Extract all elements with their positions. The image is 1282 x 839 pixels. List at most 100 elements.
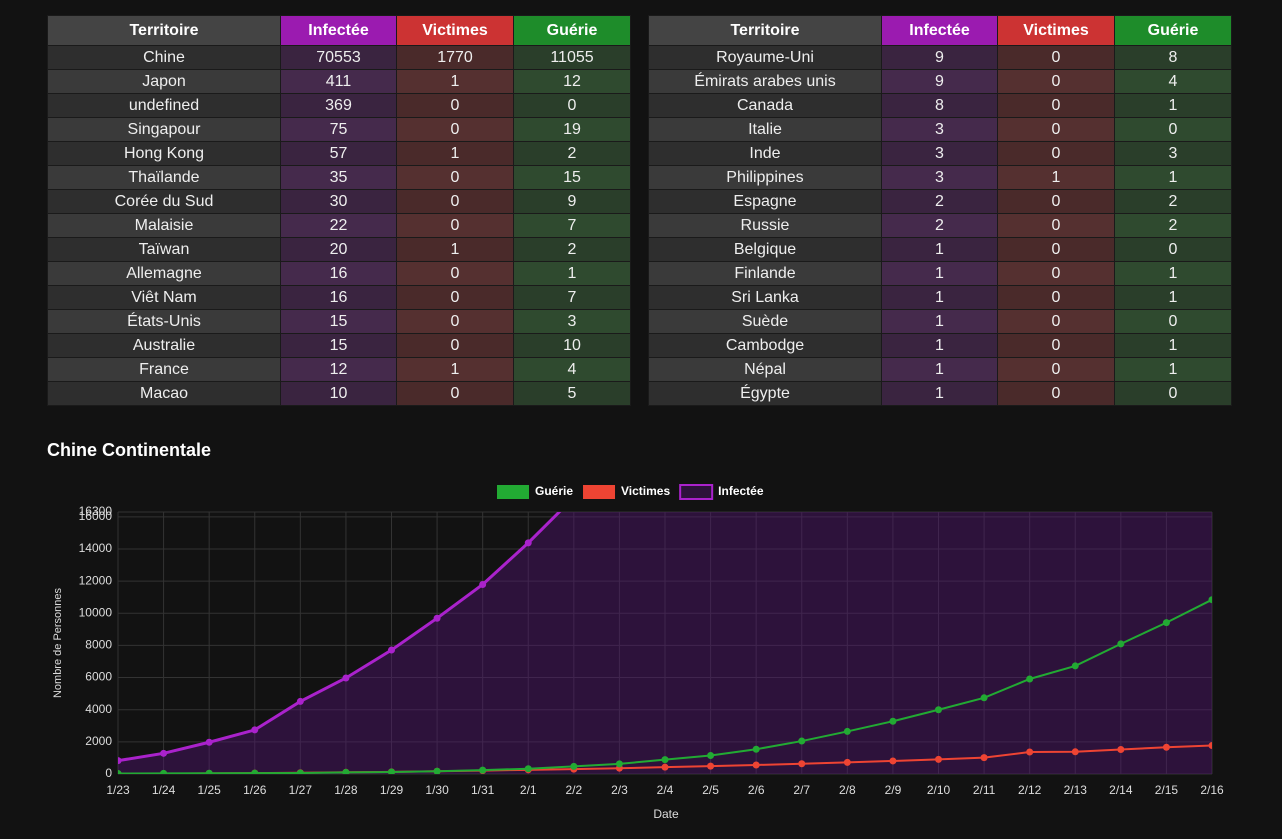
cell: 0 bbox=[396, 381, 514, 406]
cell: 20 bbox=[280, 237, 397, 262]
y-tick-label: 10000 bbox=[79, 605, 113, 619]
data-point bbox=[388, 768, 395, 774]
cell: Royaume-Uni bbox=[648, 45, 882, 70]
header-cell: Guérie bbox=[513, 15, 631, 46]
cell: 1770 bbox=[396, 45, 514, 70]
cell: 11055 bbox=[513, 45, 631, 70]
cell: 0 bbox=[997, 189, 1115, 214]
header-cell: Territoire bbox=[648, 15, 882, 46]
data-point bbox=[1071, 748, 1079, 756]
x-tick-label: 2/14 bbox=[1109, 783, 1133, 797]
cell: Égypte bbox=[648, 381, 882, 406]
x-tick-label: 1/23 bbox=[106, 783, 130, 797]
y-tick-label: 2000 bbox=[85, 734, 112, 748]
data-point bbox=[342, 674, 350, 682]
cell: États-Unis bbox=[47, 309, 281, 334]
data-point bbox=[752, 745, 760, 753]
cell: 0 bbox=[396, 93, 514, 118]
cell: 35 bbox=[280, 165, 397, 190]
cell: Sri Lanka bbox=[648, 285, 882, 310]
cell: Émirats arabes unis bbox=[648, 69, 882, 94]
data-point bbox=[1162, 743, 1170, 751]
cell: 1 bbox=[881, 333, 998, 358]
cell: 8 bbox=[881, 93, 998, 118]
y-tick-label: 6000 bbox=[85, 670, 112, 684]
data-point bbox=[251, 769, 259, 774]
x-tick-label: 2/11 bbox=[973, 783, 996, 797]
data-point bbox=[118, 769, 122, 774]
cell: 1 bbox=[396, 69, 514, 94]
x-tick-label: 1/29 bbox=[380, 783, 404, 797]
cell: 15 bbox=[513, 165, 631, 190]
cell: 4 bbox=[1114, 69, 1232, 94]
data-point bbox=[615, 760, 623, 768]
cell: 75 bbox=[280, 117, 397, 142]
data-point bbox=[1071, 662, 1079, 670]
x-tick-label: 2/9 bbox=[885, 783, 902, 797]
chart-title: Chine Continentale bbox=[47, 440, 211, 460]
cell: 5 bbox=[513, 381, 631, 406]
cell: 10 bbox=[513, 333, 631, 358]
header-cell: Victimes bbox=[997, 15, 1115, 46]
data-point bbox=[160, 769, 168, 774]
cell: 1 bbox=[881, 237, 998, 262]
data-point bbox=[433, 767, 441, 774]
cell: Espagne bbox=[648, 189, 882, 214]
x-tick-label: 2/12 bbox=[1018, 783, 1042, 797]
cell: 0 bbox=[997, 237, 1115, 262]
cell: 0 bbox=[997, 333, 1115, 358]
cell: Taïwan bbox=[47, 237, 281, 262]
cell: 0 bbox=[997, 69, 1115, 94]
cell: 1 bbox=[1114, 285, 1232, 310]
cell: 7 bbox=[513, 285, 631, 310]
x-tick-label: 1/25 bbox=[197, 783, 221, 797]
data-point bbox=[296, 697, 304, 705]
cell: 0 bbox=[997, 309, 1115, 334]
x-tick-label: 1/27 bbox=[289, 783, 313, 797]
cell: 1 bbox=[881, 357, 998, 382]
table: Territoire Infectée Victimes Guérie Chine 705… bbox=[47, 15, 631, 406]
x-axis-label: Date bbox=[653, 807, 679, 821]
x-tick-label: 2/10 bbox=[927, 783, 951, 797]
cell: Inde bbox=[648, 141, 882, 166]
y-tick-label: 16000 bbox=[79, 509, 113, 523]
cell: 3 bbox=[881, 141, 998, 166]
cell: 2 bbox=[1114, 189, 1232, 214]
cell: 70553 bbox=[280, 45, 397, 70]
data-point bbox=[935, 706, 942, 714]
data-point bbox=[889, 757, 897, 765]
data-point bbox=[661, 763, 669, 771]
cell: 30 bbox=[280, 189, 397, 214]
cell: 9 bbox=[881, 45, 998, 70]
x-tick-label: 1/28 bbox=[334, 783, 358, 797]
cell: 1 bbox=[513, 261, 631, 286]
cell: 0 bbox=[1114, 237, 1232, 262]
cell: Macao bbox=[47, 381, 281, 406]
data-point bbox=[980, 694, 988, 702]
data-point bbox=[479, 766, 487, 774]
data-point bbox=[342, 768, 350, 774]
cell: 1 bbox=[881, 309, 998, 334]
cell: 1 bbox=[881, 381, 998, 406]
data-point bbox=[1162, 619, 1170, 627]
x-tick-label: 2/6 bbox=[748, 783, 765, 797]
cell: Australie bbox=[47, 333, 281, 358]
legend-swatch bbox=[583, 485, 616, 499]
x-tick-label: 2/13 bbox=[1064, 783, 1088, 797]
header-cell: Infectée bbox=[280, 15, 397, 46]
cell: 15 bbox=[280, 333, 397, 358]
data-point bbox=[1026, 748, 1034, 756]
cell: 0 bbox=[997, 261, 1115, 286]
data-point bbox=[752, 761, 760, 769]
cell: 0 bbox=[396, 165, 514, 190]
header-cell: Victimes bbox=[396, 15, 514, 46]
data-point bbox=[843, 758, 851, 766]
cell: 0 bbox=[997, 285, 1115, 310]
cell: 9 bbox=[513, 189, 631, 214]
cell: 1 bbox=[396, 141, 514, 166]
data-point bbox=[118, 757, 122, 765]
data-point bbox=[1117, 746, 1125, 754]
cell: 22 bbox=[280, 213, 397, 238]
cell: 3 bbox=[881, 165, 998, 190]
